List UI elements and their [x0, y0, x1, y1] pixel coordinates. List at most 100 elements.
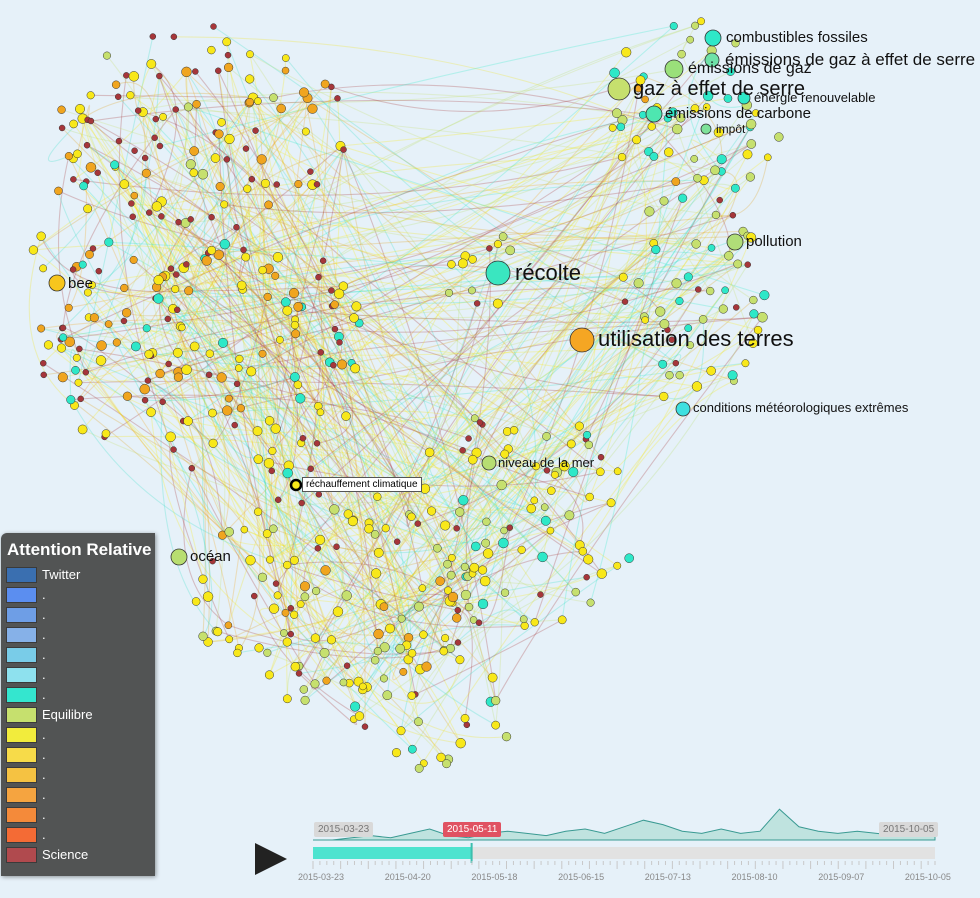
graph-node[interactable]: [606, 498, 616, 508]
graph-node[interactable]: [566, 439, 576, 449]
graph-node[interactable]: [289, 610, 299, 619]
graph-node[interactable]: [252, 127, 259, 134]
graph-node[interactable]: [144, 377, 152, 384]
graph-node[interactable]: [683, 272, 693, 282]
graph-node[interactable]: [596, 568, 607, 579]
graph-node[interactable]: [698, 315, 708, 324]
graph-node[interactable]: [263, 458, 275, 469]
graph-node[interactable]: [40, 359, 47, 367]
graph-node[interactable]: [414, 763, 424, 773]
graph-node[interactable]: [83, 204, 93, 214]
graph-node[interactable]: [373, 647, 382, 656]
graph-node[interactable]: [543, 467, 551, 474]
graph-node[interactable]: [470, 414, 479, 423]
graph-node[interactable]: [263, 292, 272, 301]
graph-node[interactable]: [320, 79, 330, 89]
graph-node[interactable]: [373, 492, 382, 501]
graph-node[interactable]: [774, 132, 784, 142]
graph-node[interactable]: [307, 103, 318, 114]
graph-node[interactable]: [694, 286, 702, 293]
graph-node[interactable]: [330, 300, 339, 309]
graph-node[interactable]: [668, 336, 676, 344]
graph-node[interactable]: [706, 366, 716, 376]
graph-node[interactable]: [373, 547, 384, 558]
graph-node[interactable]: [281, 608, 290, 617]
graph-node[interactable]: [624, 553, 634, 563]
graph-node[interactable]: [757, 311, 768, 323]
graph-node[interactable]: [395, 643, 406, 654]
graph-node[interactable]: [463, 721, 471, 729]
graph-node[interactable]: [271, 271, 280, 280]
graph-node[interactable]: [350, 363, 361, 374]
graph-node[interactable]: [671, 278, 682, 289]
graph-node[interactable]: [731, 39, 740, 48]
play-button[interactable]: [255, 843, 287, 875]
graph-node[interactable]: [347, 516, 358, 527]
graph-node[interactable]: [57, 372, 68, 383]
graph-node[interactable]: [663, 114, 672, 123]
graph-node[interactable]: [287, 605, 295, 612]
graph-node[interactable]: [477, 598, 489, 610]
graph-node[interactable]: [158, 213, 165, 220]
graph-node[interactable]: [596, 467, 605, 477]
graph-node[interactable]: [66, 395, 76, 405]
graph-node[interactable]: [87, 117, 95, 125]
graph-node[interactable]: [340, 146, 347, 153]
graph-node[interactable]: [202, 591, 214, 602]
graph-node[interactable]: [458, 495, 469, 506]
node-niveau-de-la-mer[interactable]: [481, 455, 497, 471]
graph-node[interactable]: [64, 336, 76, 348]
graph-node[interactable]: [59, 333, 68, 342]
graph-node[interactable]: [733, 259, 743, 269]
graph-node[interactable]: [171, 285, 180, 294]
graph-node[interactable]: [256, 154, 267, 165]
graph-node[interactable]: [442, 759, 452, 769]
graph-node[interactable]: [122, 391, 133, 401]
graph-node[interactable]: [436, 752, 446, 763]
graph-node[interactable]: [537, 551, 548, 563]
graph-node[interactable]: [609, 67, 620, 79]
graph-node[interactable]: [479, 575, 491, 587]
graph-node[interactable]: [257, 572, 268, 582]
graph-node[interactable]: [418, 584, 427, 592]
graph-node[interactable]: [274, 496, 282, 504]
graph-node[interactable]: [407, 744, 417, 754]
graph-node[interactable]: [159, 112, 167, 121]
graph-node[interactable]: [77, 424, 88, 435]
graph-node[interactable]: [268, 603, 280, 614]
graph-node[interactable]: [382, 690, 393, 701]
graph-node[interactable]: [149, 33, 157, 40]
graph-node[interactable]: [153, 274, 164, 286]
graph-node[interactable]: [71, 365, 80, 375]
graph-node[interactable]: [749, 295, 758, 305]
graph-node[interactable]: [729, 211, 737, 219]
graph-node[interactable]: [165, 360, 172, 368]
graph-node[interactable]: [213, 627, 223, 637]
graph-node[interactable]: [455, 507, 465, 517]
graph-node[interactable]: [281, 54, 290, 62]
graph-node[interactable]: [129, 255, 138, 264]
graph-node[interactable]: [83, 141, 91, 149]
graph-node[interactable]: [188, 464, 196, 472]
graph-node[interactable]: [691, 21, 700, 30]
graph-node[interactable]: [273, 591, 282, 600]
graph-node[interactable]: [258, 265, 267, 275]
graph-node[interactable]: [551, 470, 559, 479]
graph-node[interactable]: [336, 339, 343, 346]
graph-node[interactable]: [741, 359, 750, 368]
graph-node[interactable]: [464, 602, 474, 612]
graph-node[interactable]: [185, 159, 196, 170]
graph-node[interactable]: [686, 341, 695, 349]
graph-node[interactable]: [460, 713, 470, 723]
graph-node[interactable]: [659, 196, 669, 206]
graph-node[interactable]: [339, 678, 348, 687]
graph-node[interactable]: [557, 615, 567, 625]
graph-node[interactable]: [111, 80, 121, 89]
graph-node[interactable]: [224, 621, 233, 630]
graph-node[interactable]: [64, 303, 73, 312]
graph-node[interactable]: [338, 281, 349, 291]
graph-node[interactable]: [293, 380, 303, 390]
graph-node[interactable]: [468, 286, 476, 295]
graph-node[interactable]: [198, 574, 208, 584]
graph-node[interactable]: [224, 51, 232, 59]
